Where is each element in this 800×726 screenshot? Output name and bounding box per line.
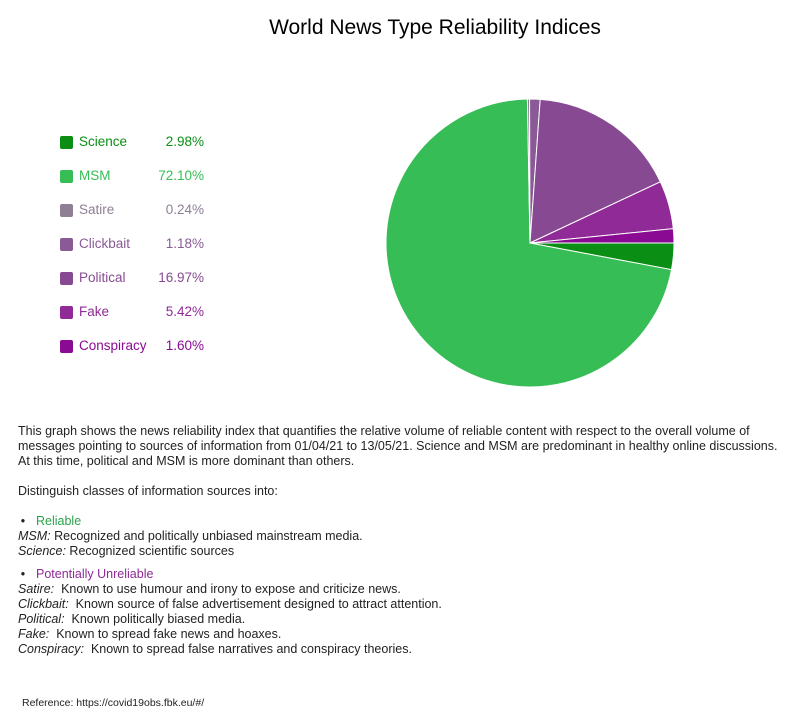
legend-item-satire[interactable]: Satire 0.24% xyxy=(60,201,220,235)
legend-value: 2.98% xyxy=(165,134,204,149)
definition-text: Recognized scientific sources xyxy=(65,544,235,558)
legend-swatch xyxy=(60,306,73,319)
reliable-definitions: MSM: Recognized and politically unbiased… xyxy=(18,529,788,559)
legend-swatch xyxy=(60,204,73,217)
legend-item-clickbait[interactable]: Clickbait 1.18% xyxy=(60,235,220,269)
legend-item-political[interactable]: Political 16.97% xyxy=(60,269,220,303)
unreliable-definition: Conspiracy: Known to spread false narrat… xyxy=(18,642,788,657)
description: This graph shows the news reliability in… xyxy=(18,424,788,657)
unreliable-definition: Fake: Known to spread fake news and hoax… xyxy=(18,627,788,642)
unreliable-heading-label: Potentially Unreliable xyxy=(36,567,154,581)
definition-text: Known to spread fake news and hoaxes. xyxy=(49,627,282,641)
definition-text: Recognized and politically unbiased main… xyxy=(50,529,363,543)
unreliable-definitions: Satire: Known to use humour and irony to… xyxy=(18,582,788,657)
legend-value: 1.18% xyxy=(165,236,204,251)
legend-label: Satire xyxy=(79,202,115,217)
reliable-heading: • Reliable xyxy=(18,514,788,529)
description-distinguish: Distinguish classes of information sourc… xyxy=(18,484,278,498)
legend: Science 2.98% MSM 72.10% Satire 0.24% Clickbai… xyxy=(60,133,220,371)
unreliable-heading: • Potentially Unreliable xyxy=(18,567,788,582)
definition-term: Science: xyxy=(18,544,66,558)
legend-value: 0.24% xyxy=(165,202,204,217)
legend-item-conspiracy[interactable]: Conspiracy 1.60% xyxy=(60,337,220,371)
legend-value: 72.10% xyxy=(158,168,204,183)
legend-value: 16.97% xyxy=(158,270,204,285)
legend-label: Political xyxy=(79,270,126,285)
definition-term: Political: xyxy=(18,612,65,626)
definition-text: Known to spread false narratives and con… xyxy=(84,642,412,656)
legend-swatch xyxy=(60,340,73,353)
bullet-icon: • xyxy=(20,514,26,528)
pie-slice-msm[interactable] xyxy=(385,98,673,388)
legend-label: Clickbait xyxy=(79,236,131,251)
definition-text: Known politically biased media. xyxy=(64,612,246,626)
reference: Reference: https://covid19obs.fbk.eu/#/ xyxy=(22,697,205,709)
definition-term: Satire: xyxy=(18,582,55,596)
chart-title: World News Type Reliability Indices xyxy=(269,16,601,39)
legend-value: 1.60% xyxy=(165,338,204,353)
bullet-icon: • xyxy=(20,567,26,581)
legend-label: Fake xyxy=(79,304,110,319)
legend-swatch xyxy=(60,272,73,285)
unreliable-definition: Political: Known politically biased medi… xyxy=(18,612,788,627)
legend-swatch xyxy=(60,136,73,149)
pie-slice-political[interactable] xyxy=(529,98,662,244)
legend-item-fake[interactable]: Fake 5.42% xyxy=(60,303,220,337)
reliable-definition: Science: Recognized scientific sources xyxy=(18,544,788,559)
pie-chart xyxy=(385,98,675,388)
definition-term: Clickbait: xyxy=(18,597,69,611)
legend-label: MSM xyxy=(79,168,111,183)
definition-term: Fake: xyxy=(18,627,50,641)
unreliable-definition: Satire: Known to use humour and irony to… xyxy=(18,582,788,597)
definition-text: Known source of false advertisement desi… xyxy=(68,597,442,611)
definition-term: MSM: xyxy=(18,529,51,543)
legend-swatch xyxy=(60,238,73,251)
legend-label: Science xyxy=(79,134,128,149)
pie-slice-conspiracy[interactable] xyxy=(529,228,675,244)
unreliable-definition: Clickbait: Known source of false adverti… xyxy=(18,597,788,612)
reliable-definition: MSM: Recognized and politically unbiased… xyxy=(18,529,788,544)
legend-item-msm[interactable]: MSM 72.10% xyxy=(60,167,220,201)
reliable-heading-label: Reliable xyxy=(36,514,82,528)
description-intro: This graph shows the news reliability in… xyxy=(18,424,778,468)
definition-text: Known to use humour and irony to expose … xyxy=(54,582,401,596)
legend-item-science[interactable]: Science 2.98% xyxy=(60,133,220,167)
legend-value: 5.42% xyxy=(165,304,204,319)
legend-swatch xyxy=(60,170,73,183)
definition-term: Conspiracy: xyxy=(18,642,84,656)
legend-label: Conspiracy xyxy=(79,338,147,353)
